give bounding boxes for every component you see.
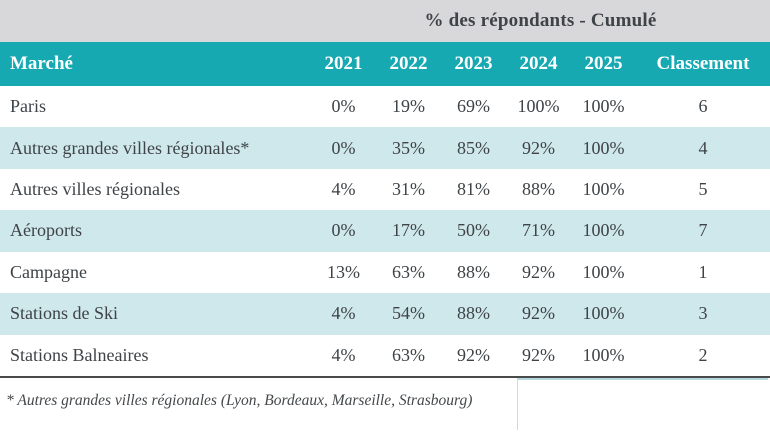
empty-footer-box [517, 378, 768, 430]
value-cell-2023: 88% [457, 261, 490, 282]
rank-cell: 3 [698, 303, 708, 324]
column-header-2023: 2023 [454, 53, 493, 74]
column-header-2024: 2024 [519, 53, 558, 74]
rank-cell: 5 [698, 179, 708, 200]
table-body: Paris 0% 19% 69% 100% 100% 6 Autres gran… [0, 86, 770, 376]
value-cell-2021: 4% [331, 344, 356, 365]
value-cell-2022: 35% [392, 137, 425, 158]
value-cell-2023: 92% [457, 344, 490, 365]
table-row: Autres grandes villes régionales* 0% 35%… [0, 127, 770, 169]
value-cell-2023: 88% [457, 303, 490, 324]
market-cell: Stations Balneaires [10, 344, 149, 365]
column-header-2021: 2021 [324, 53, 363, 74]
value-cell-2024: 92% [522, 261, 555, 282]
value-cell-2022: 63% [392, 344, 425, 365]
table-row: Stations de Ski 4% 54% 88% 92% 100% 3 [0, 293, 770, 335]
value-cell-2023: 85% [457, 137, 490, 158]
rank-cell: 7 [698, 220, 708, 241]
market-cell: Campagne [10, 261, 87, 282]
value-cell-2024: 71% [522, 220, 555, 241]
value-cell-2022: 54% [392, 303, 425, 324]
footnote-text: * Autres grandes villes régionales (Lyon… [6, 392, 473, 409]
rank-cell: 1 [698, 261, 708, 282]
rank-cell: 4 [698, 137, 708, 158]
column-header-marche: Marché [10, 53, 73, 74]
value-cell-2023: 50% [457, 220, 490, 241]
value-cell-2022: 17% [392, 220, 425, 241]
table-row: Autres villes régionales 4% 31% 81% 88% … [0, 168, 770, 211]
value-cell-2021: 4% [331, 303, 356, 324]
market-cell: Autres villes régionales [10, 179, 180, 200]
market-cell: Stations de Ski [10, 303, 119, 324]
column-header-2022: 2022 [389, 53, 428, 74]
table-row: Campagne 13% 63% 88% 92% 100% 1 [0, 251, 770, 294]
rank-cell: 6 [698, 96, 708, 117]
value-cell-2024: 88% [522, 179, 555, 200]
column-header-classement: Classement [656, 53, 750, 74]
rank-cell: 2 [698, 344, 708, 365]
value-cell-2025: 100% [582, 261, 625, 282]
value-cell-2021: 4% [331, 179, 356, 200]
value-cell-2023: 81% [457, 179, 490, 200]
value-cell-2022: 31% [392, 179, 425, 200]
value-cell-2025: 100% [582, 96, 625, 117]
footnote-bar: * Autres grandes villes régionales (Lyon… [0, 376, 770, 432]
value-cell-2025: 100% [582, 220, 625, 241]
value-cell-2023: 69% [457, 96, 490, 117]
table-row: Aéroports 0% 17% 50% 71% 100% 7 [0, 210, 770, 252]
value-cell-2021: 0% [331, 220, 356, 241]
value-cell-2022: 63% [392, 261, 425, 282]
value-cell-2025: 100% [582, 137, 625, 158]
column-header-2025: 2025 [584, 53, 623, 74]
value-cell-2021: 13% [327, 261, 360, 282]
value-cell-2024: 100% [517, 96, 560, 117]
value-cell-2021: 0% [331, 96, 356, 117]
value-cell-2021: 0% [331, 137, 356, 158]
value-cell-2024: 92% [522, 137, 555, 158]
value-cell-2024: 92% [522, 344, 555, 365]
column-header-row: Marché 2021 2022 2023 2024 2025 Classeme… [0, 42, 770, 86]
market-cell: Autres grandes villes régionales* [10, 137, 250, 158]
value-cell-2022: 19% [392, 96, 425, 117]
table-row: Paris 0% 19% 69% 100% 100% 6 [0, 86, 770, 128]
market-cell: Paris [10, 96, 46, 117]
market-cell: Aéroports [10, 220, 82, 241]
value-cell-2025: 100% [582, 344, 625, 365]
value-cell-2025: 100% [582, 303, 625, 324]
value-cell-2025: 100% [582, 179, 625, 200]
value-cell-2024: 92% [522, 303, 555, 324]
table-title-bar: % des répondants - Cumulé [0, 0, 770, 42]
table-row: Stations Balneaires 4% 63% 92% 92% 100% … [0, 334, 770, 376]
table-title: % des répondants - Cumulé [424, 10, 657, 31]
